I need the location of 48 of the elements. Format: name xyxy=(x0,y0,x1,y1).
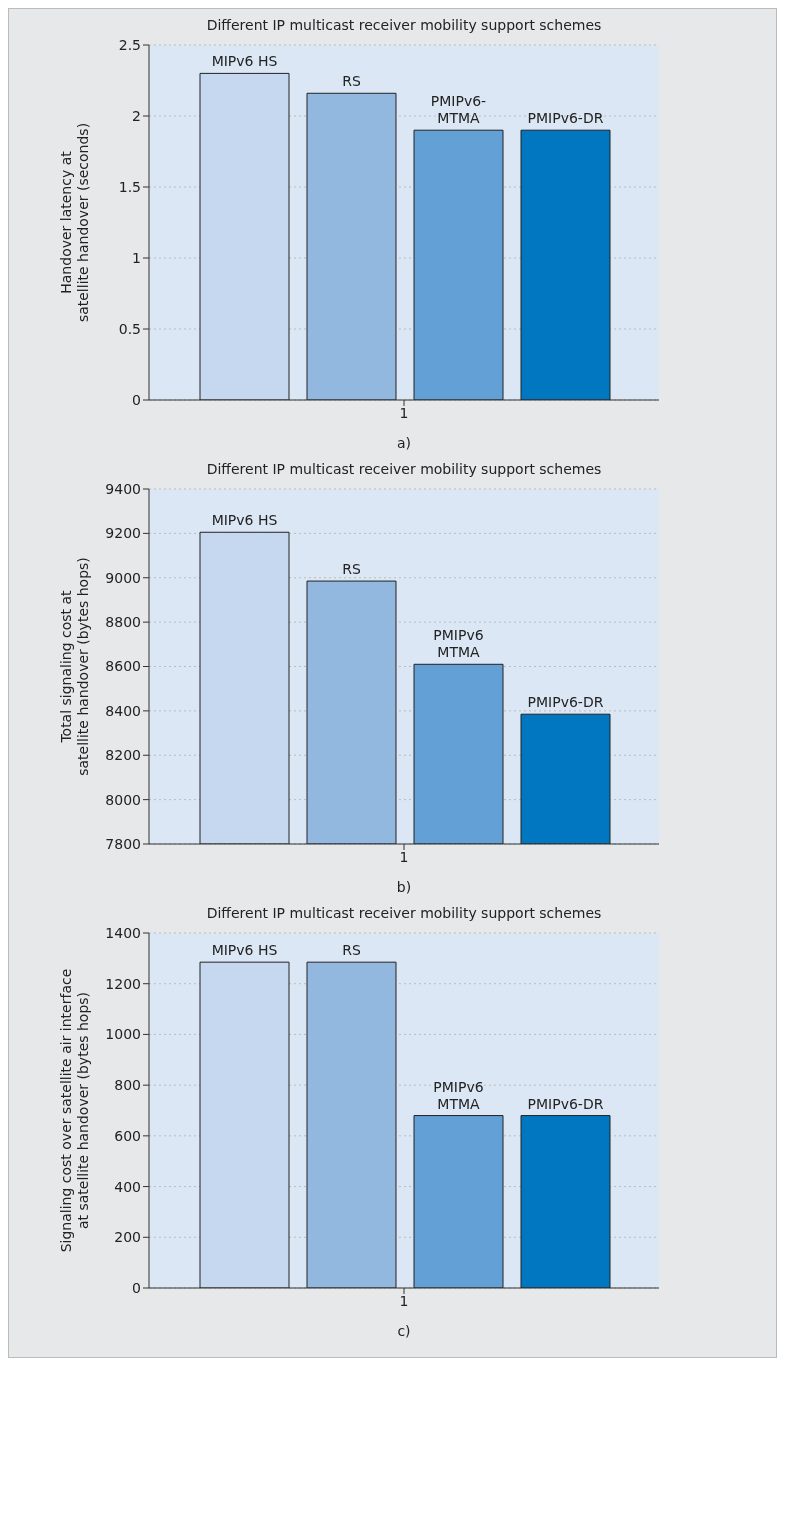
y-tick-label: 1000 xyxy=(105,1026,141,1043)
y-tick-label: 8600 xyxy=(105,658,141,675)
bar xyxy=(520,129,611,400)
chart-title: Different IP multicast receiver mobility support schemes xyxy=(205,905,603,921)
y-tick-label: 9000 xyxy=(105,569,141,586)
y-axis-title: Signaling cost over satellite air interface at satellite handover (bytes hops) xyxy=(58,968,91,1253)
series-label: PMIPv6- MTMA xyxy=(430,93,487,127)
y-tick-label: 8200 xyxy=(105,747,141,764)
series-label: PMIPv6-DR xyxy=(527,1095,604,1112)
y-tick-label: 1 xyxy=(132,249,141,266)
text: b) xyxy=(395,879,413,895)
y-tick-label: 9200 xyxy=(105,525,141,542)
y-tick-label: 9400 xyxy=(105,480,141,497)
series-label: PMIPv6 MTMA xyxy=(433,627,484,661)
y-tick-label: 1.5 xyxy=(118,178,141,195)
bar xyxy=(199,72,290,400)
y-tick-label: 7800 xyxy=(105,835,141,852)
y-tick-label: 0.5 xyxy=(118,320,141,337)
series-label: PMIPv6-DR xyxy=(527,694,604,711)
y-tick-label: 600 xyxy=(114,1127,141,1144)
y-tick-label: 0 xyxy=(132,391,141,408)
y-tick-label: 2 xyxy=(132,107,141,124)
series-label: MIPv6 HS xyxy=(211,942,278,959)
bar xyxy=(306,92,397,400)
y-tick-label: 1200 xyxy=(105,975,141,992)
series-label: RS xyxy=(342,561,361,578)
y-axis-title: Handover latency at satellite handover (seconds) xyxy=(58,122,91,323)
y-tick-label: 400 xyxy=(114,1178,141,1195)
bar xyxy=(413,129,504,400)
y-tick-label: 8400 xyxy=(105,702,141,719)
series-label: MIPv6 HS xyxy=(211,53,278,70)
text: c) xyxy=(396,1323,412,1339)
y-tick-label: 800 xyxy=(114,1077,141,1094)
series-label: PMIPv6 MTMA xyxy=(433,1078,484,1112)
series-label: RS xyxy=(342,73,361,90)
y-tick-label: 1400 xyxy=(105,924,141,941)
y-axis-title: Total signaling cost at satellite handover (bytes hops) xyxy=(58,557,91,776)
y-tick-label: 8000 xyxy=(105,791,141,808)
y-tick-label: 2.5 xyxy=(118,36,141,53)
series-label: RS xyxy=(342,942,361,959)
y-tick-label: 8800 xyxy=(105,614,141,631)
y-tick-label: 0 xyxy=(132,1279,141,1296)
text: a) xyxy=(395,435,412,451)
series-label: PMIPv6-DR xyxy=(527,110,604,127)
chart-title: Different IP multicast receiver mobility support schemes xyxy=(205,17,603,33)
y-tick-label: 200 xyxy=(114,1229,141,1246)
series-label: MIPv6 HS xyxy=(211,512,278,529)
chart-title: Different IP multicast receiver mobility support schemes xyxy=(205,461,603,477)
